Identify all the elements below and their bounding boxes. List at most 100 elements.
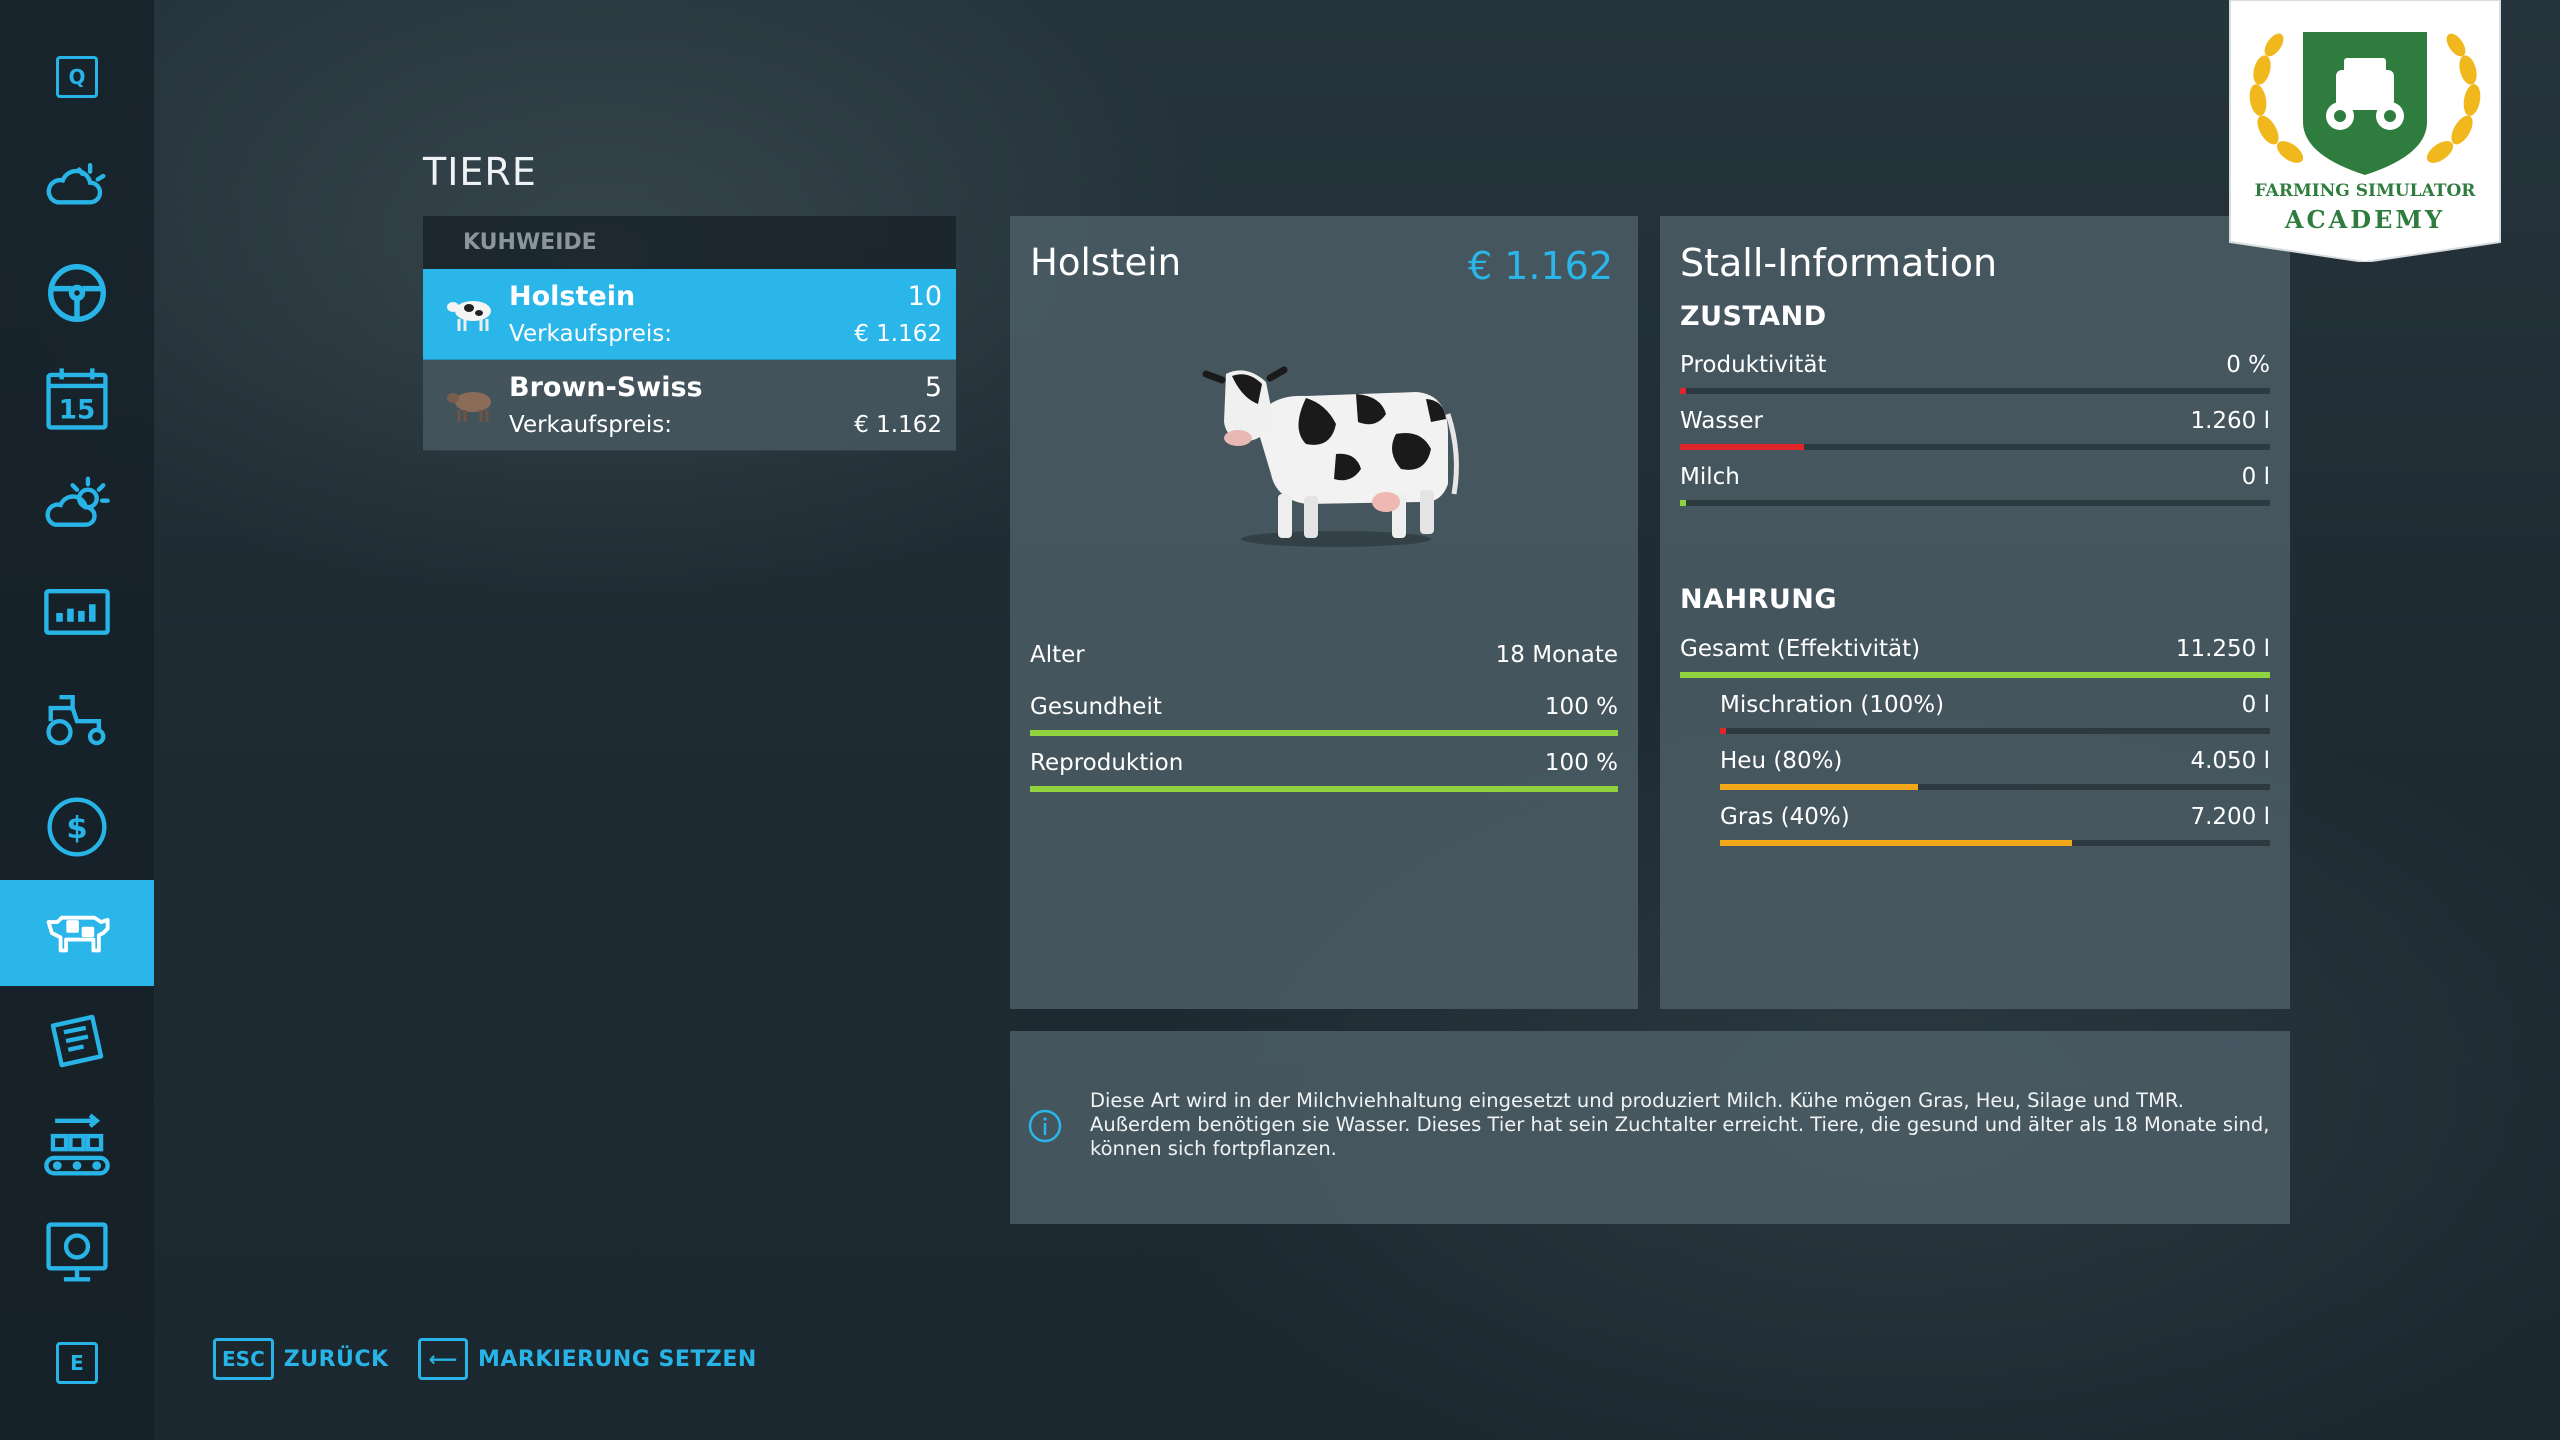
condition-heading: ZUSTAND: [1680, 301, 1827, 332]
steering-wheel-icon: [48, 264, 106, 322]
productivity-bar-fill: [1680, 388, 1686, 394]
reproduction-bar-fill: [1030, 786, 1618, 792]
sidebar-item-contracts[interactable]: [0, 988, 154, 1094]
grass-bar: [1720, 840, 2270, 846]
stat-value: 18 Monate: [1495, 642, 1618, 668]
tmr-bar: [1720, 728, 2270, 734]
stat-value: 100 %: [1544, 750, 1618, 776]
sidebar-prev-key[interactable]: Q: [0, 24, 154, 130]
sidebar-item-vehicles[interactable]: [0, 240, 154, 346]
list-item-holstein[interactable]: Holstein 10 Verkaufspreis: € 1.162: [423, 269, 956, 360]
sidebar-item-weather[interactable]: [0, 134, 154, 240]
grass-bar-fill: [1720, 840, 2072, 846]
sidebar-item-forecast[interactable]: [0, 452, 154, 558]
sidebar: Q 15: [0, 0, 154, 1440]
food-heading: NAHRUNG: [1680, 584, 1838, 615]
stat-label: Reproduktion: [1030, 750, 1184, 776]
sidebar-next-key[interactable]: E: [0, 1310, 154, 1416]
page-title: TIERE: [423, 150, 537, 194]
sell-price-label: Verkaufspreis:: [509, 412, 673, 438]
stat-label: Produktivität: [1680, 352, 1827, 378]
stat-row-tmr: Mischration (100%) 0 l: [1720, 692, 2270, 734]
water-bar: [1680, 444, 2270, 450]
stat-value: 0 %: [2226, 352, 2270, 378]
milk-bar-fill: [1680, 500, 1686, 506]
set-marker-button[interactable]: ⟵ MARKIERUNG SETZEN: [418, 1338, 757, 1380]
food-total-bar: [1680, 672, 2270, 678]
stat-row-hay: Heu (80%) 4.050 l: [1720, 748, 2270, 790]
back-button[interactable]: ESC ZURÜCK: [213, 1338, 389, 1380]
description-text: Diese Art wird in der Milchviehhaltung e…: [1090, 1089, 2270, 1160]
sun-cloud-icon: [45, 476, 110, 527]
stall-title: Stall-Information: [1680, 241, 1998, 285]
cow-icon: [46, 915, 110, 953]
stat-row-milk: Milch 0 l: [1680, 464, 2270, 506]
animal-count: 10: [907, 281, 942, 312]
animal-name: Holstein: [509, 281, 636, 312]
back-label: ZURÜCK: [283, 1346, 389, 1372]
farming-simulator-academy-badge: FARMING SIMULATOR ACADEMY: [2229, 0, 2501, 262]
sidebar-item-tutorial[interactable]: [0, 1200, 154, 1306]
set-marker-label: MARKIERUNG SETZEN: [478, 1346, 757, 1372]
stat-value: 4.050 l: [2190, 748, 2270, 774]
stat-row-health: Gesundheit 100 %: [1030, 694, 1618, 736]
stat-label: Mischration (100%): [1720, 692, 1945, 718]
sidebar-item-statistics[interactable]: [0, 560, 154, 666]
sidebar-item-animals[interactable]: [0, 880, 154, 986]
badge-line1: FARMING SIMULATOR: [2255, 181, 2477, 201]
list-item-brown-swiss[interactable]: Brown-Swiss 5 Verkaufspreis: € 1.162: [423, 360, 956, 451]
stat-row-water: Wasser 1.260 l: [1680, 408, 2270, 450]
animal-list: KUHWEIDE Holstein 10 Verkaufspreis: € 1.…: [423, 216, 956, 451]
sell-price-label: Verkaufspreis:: [509, 321, 673, 347]
esc-key-label: ESC: [213, 1338, 274, 1380]
stat-label: Milch: [1680, 464, 1740, 490]
reproduction-bar: [1030, 786, 1618, 792]
holstein-cow-image: [1202, 366, 1459, 547]
water-bar-fill: [1680, 444, 1804, 450]
stat-value: 0 l: [2241, 692, 2270, 718]
info-icon: [1028, 1109, 1062, 1143]
sell-price: € 1.162: [854, 412, 942, 438]
marker-key-label: ⟵: [418, 1338, 468, 1380]
stall-info-panel: Stall-Information ZUSTAND Produktivität …: [1660, 216, 2290, 1009]
laurel-icon: [2249, 33, 2481, 163]
health-bar-fill: [1030, 730, 1618, 736]
stat-row-grass: Gras (40%) 7.200 l: [1720, 804, 2270, 846]
calendar-icon: 15: [46, 368, 108, 430]
svg-text:$: $: [66, 811, 87, 846]
sidebar-item-calendar[interactable]: 15: [0, 346, 154, 452]
stat-value: 0 l: [2241, 464, 2270, 490]
stat-label: Gras (40%): [1720, 804, 1850, 830]
stat-label: Heu (80%): [1720, 748, 1843, 774]
stat-row-food-total: Gesamt (Effektivität) 11.250 l: [1680, 636, 2270, 678]
q-key-label: Q: [56, 56, 98, 98]
e-key-label: E: [56, 1342, 98, 1384]
production-icon: [44, 1113, 110, 1176]
animal-count: 5: [924, 372, 942, 403]
stat-row-reproduction: Reproduktion 100 %: [1030, 750, 1618, 792]
sidebar-item-garage[interactable]: [0, 666, 154, 772]
stat-label: Gesundheit: [1030, 694, 1162, 720]
sidebar-item-finances[interactable]: $: [0, 774, 154, 880]
animal-detail-panel: Holstein € 1.162 Alter 18 Monate Gesundh…: [1010, 216, 1638, 1009]
stat-row-productivity: Produktivität 0 %: [1680, 352, 2270, 394]
tutorial-screen-icon: [46, 1222, 108, 1282]
description-panel: Diese Art wird in der Milchviehhaltung e…: [1010, 1031, 2290, 1224]
stat-value: 1.260 l: [2190, 408, 2270, 434]
tractor-icon: [46, 694, 106, 746]
brown-swiss-thumbnail-icon: [447, 392, 491, 422]
productivity-bar: [1680, 388, 2270, 394]
weather-icon: [46, 162, 106, 205]
sidebar-item-production[interactable]: [0, 1094, 154, 1200]
detail-animal-name: Holstein: [1030, 241, 1182, 284]
tmr-bar-fill: [1720, 728, 1726, 734]
stat-row-age: Alter 18 Monate: [1030, 642, 1618, 682]
badge-line2: ACADEMY: [2284, 205, 2445, 234]
milk-bar: [1680, 500, 2270, 506]
stat-value: 7.200 l: [2190, 804, 2270, 830]
hay-bar: [1720, 784, 2270, 790]
holstein-thumbnail-icon: [447, 301, 491, 331]
animal-name: Brown-Swiss: [509, 372, 703, 403]
calendar-day: 15: [59, 396, 96, 426]
statistics-icon: [44, 588, 110, 635]
